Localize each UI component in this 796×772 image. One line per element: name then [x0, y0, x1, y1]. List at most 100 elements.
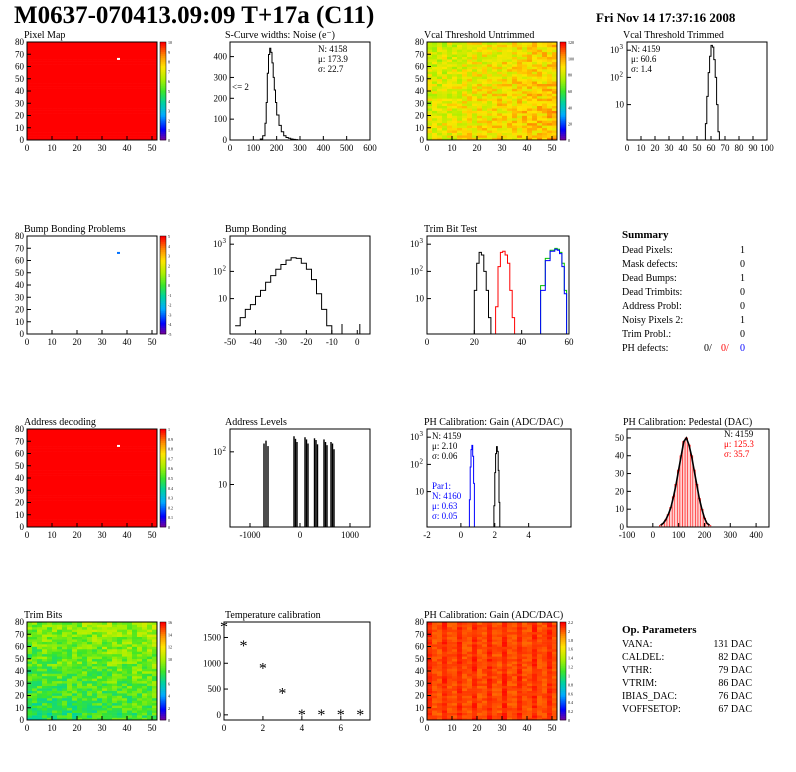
color-scale-step [160, 462, 166, 465]
heatmap-cell [52, 478, 58, 481]
heatmap-cell [92, 680, 98, 684]
heatmap-cell [447, 710, 453, 713]
heatmap-cell [432, 66, 438, 70]
heatmap-cell [27, 71, 33, 75]
heatmap-cell [437, 122, 443, 126]
heatmap-cell [497, 91, 503, 94]
heatmap-cell [47, 717, 53, 721]
heatmap-cell [52, 433, 58, 437]
heatmap-cell [47, 105, 53, 109]
ph-gain-map-chart: 0 10 20 30 40 500102030405060708000.20.40.60.… [415, 617, 573, 733]
heatmap-cell [37, 78, 43, 82]
heatmap-cell [32, 639, 38, 642]
heatmap-cell [547, 712, 553, 716]
heatmap-cell [47, 646, 53, 650]
heatmap-cell [472, 715, 478, 718]
heatmap-cell [92, 495, 98, 498]
heatmap-cell [152, 117, 158, 121]
heatmap-cell [497, 697, 503, 701]
heatmap-cell [542, 93, 548, 97]
heatmap-cell [497, 132, 503, 136]
heatmap-cell [42, 473, 48, 476]
heatmap-cell [152, 712, 158, 716]
heatmap-cell [152, 646, 158, 650]
color-scale-step [560, 128, 566, 131]
heatmap-cell [47, 629, 53, 633]
heatmap-cell [112, 707, 118, 711]
heatmap-cell [47, 707, 53, 711]
heatmap-cell [52, 666, 58, 669]
heatmap-cell [457, 110, 463, 114]
heatmap-cell [152, 83, 158, 87]
heatmap-cell [152, 690, 158, 694]
heatmap-cell [92, 678, 98, 682]
heatmap-cell [82, 693, 88, 696]
heatmap-cell [112, 122, 118, 126]
heatmap-cell [507, 44, 513, 48]
heatmap-cell [147, 500, 153, 503]
color-scale-step [160, 651, 166, 654]
heatmap-cell [137, 127, 143, 131]
heatmap-cell [467, 64, 473, 67]
heatmap-cell [97, 42, 103, 45]
heatmap-cell [102, 651, 108, 655]
heatmap-cell [467, 100, 473, 104]
heatmap-cell [122, 88, 128, 92]
heatmap-cell [457, 42, 463, 45]
heatmap-cell [107, 438, 113, 442]
heatmap-cell [107, 683, 113, 686]
heatmap-cell [87, 497, 93, 501]
heatmap-cell [152, 490, 158, 493]
heatmap-cell [432, 98, 438, 102]
heatmap-cell [112, 624, 118, 628]
heatmap-cell [462, 120, 468, 124]
heatmap-cell [147, 522, 153, 525]
heatmap-cell [102, 688, 108, 691]
heatmap-cell [82, 673, 88, 677]
heatmap-cell [27, 66, 33, 70]
heatmap-cell [467, 715, 473, 718]
heatmap-cell [472, 120, 478, 124]
heatmap-cell [77, 71, 83, 75]
heatmap-cell [437, 105, 443, 109]
heatmap-cell [107, 76, 113, 80]
heatmap-cell [52, 436, 58, 440]
heatmap-cell [27, 451, 33, 454]
heatmap-cell [57, 622, 63, 625]
heatmap-cell [147, 648, 153, 652]
heatmap-cell [102, 110, 108, 114]
heatmap-cell [502, 710, 508, 713]
heatmap-cell [152, 641, 158, 645]
heatmap-cell [67, 631, 73, 635]
heatmap-cell [102, 641, 108, 645]
heatmap-cell [112, 61, 118, 65]
heatmap-cell [82, 451, 88, 454]
y-tick-label: 60 [15, 62, 25, 72]
heatmap-cell [127, 463, 133, 467]
heatmap-cell [52, 480, 58, 484]
heatmap-cell [112, 487, 118, 491]
heatmap-cell [67, 519, 73, 523]
heatmap-cell [112, 54, 118, 57]
heatmap-cell [62, 656, 68, 660]
color-scale-label: -3 [168, 312, 171, 317]
heatmap-cell [97, 495, 103, 498]
color-scale-step [560, 79, 566, 82]
heatmap-cell [52, 710, 58, 713]
heatmap-cell [132, 688, 138, 691]
heatmap-cell [87, 504, 93, 508]
heatmap-cell [57, 710, 63, 713]
heatmap-cell [507, 51, 513, 55]
heatmap-cell [62, 122, 68, 126]
heatmap-cell [77, 653, 83, 657]
heatmap-cell [542, 705, 548, 709]
heatmap-cell [112, 680, 118, 684]
color-scale-step [160, 292, 166, 296]
heatmap-cell [32, 641, 38, 645]
heatmap-cell [507, 125, 513, 129]
heatmap-cell [77, 448, 83, 452]
heatmap-cell [92, 715, 98, 718]
color-scale-step [160, 49, 166, 53]
heatmap-cell [107, 502, 113, 506]
heatmap-cell [127, 56, 133, 60]
